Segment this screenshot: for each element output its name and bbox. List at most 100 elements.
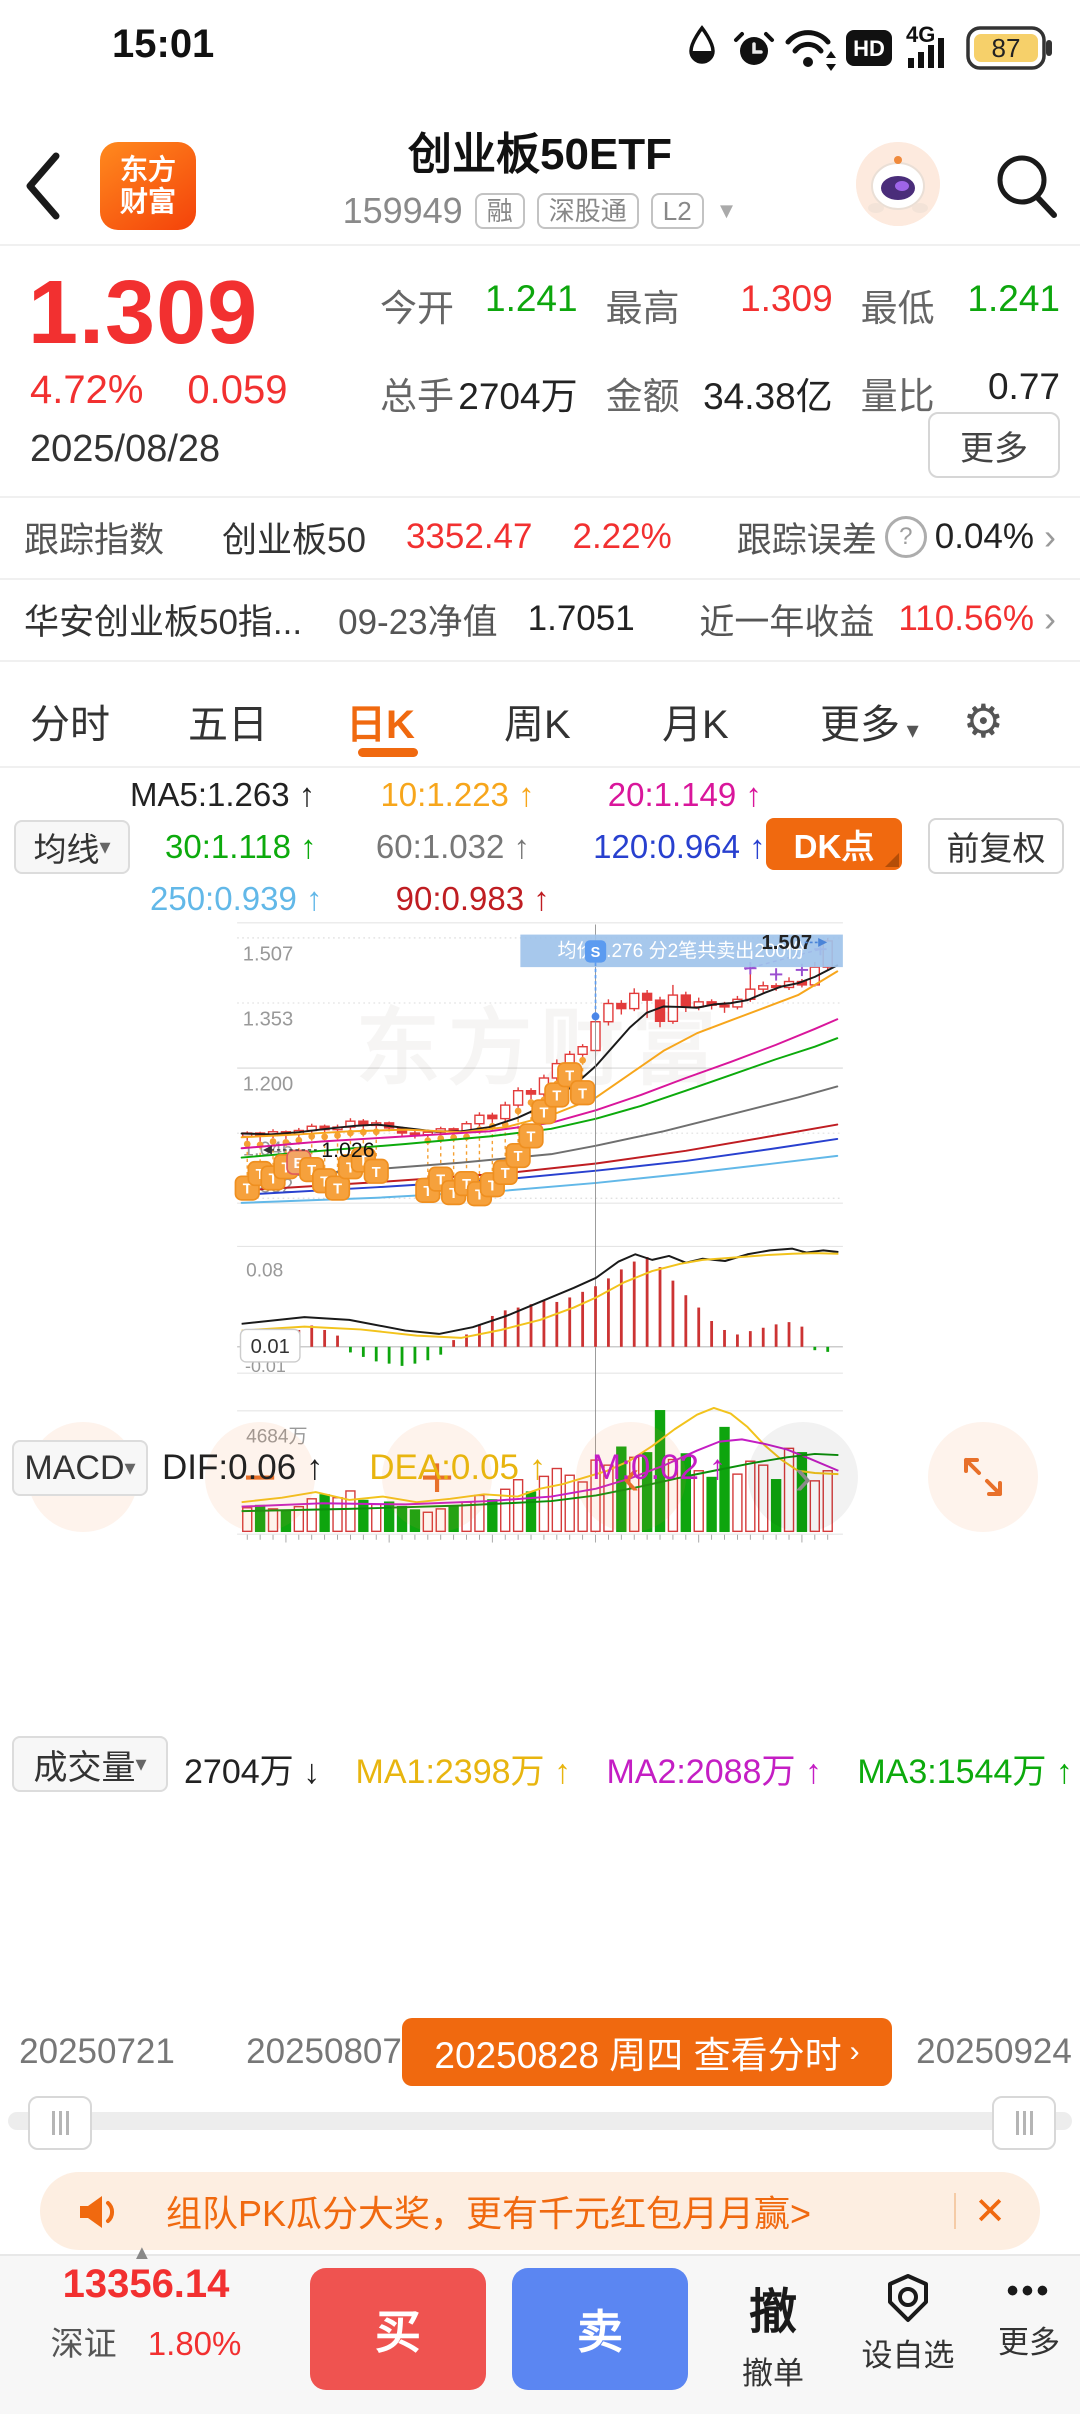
tab-5day[interactable]: 五日 — [188, 703, 268, 747]
svg-text:0.01: 0.01 — [251, 1336, 290, 1358]
ma-legend-row2: 30:1.118 ↑ 60:1.032 ↑ 120:0.964 ↑ — [165, 828, 766, 865]
svg-text:1.200: 1.200 — [243, 1074, 294, 1096]
app-logo[interactable]: 东方 财富 — [100, 142, 196, 230]
quote-table: 今开 1.241 最高 1.309 最低 1.241 总手 2704万 金额 34.38亿… — [380, 278, 1060, 420]
status-time: 15:01 — [112, 22, 215, 66]
more-actions-button[interactable]: ••• 更多 — [998, 2272, 1060, 2360]
change-value: 0.059 — [187, 368, 288, 412]
svg-text:4G: 4G — [906, 22, 935, 47]
macd-crosshair-value — [239, 1328, 301, 1363]
dk-badge-T — [324, 1175, 351, 1201]
range-handle-left[interactable] — [28, 2096, 92, 2150]
svg-text:1.507: 1.507 — [762, 932, 813, 954]
forward-adjusted-button[interactable]: 前复权 — [928, 818, 1064, 874]
margin-badge: 融 — [474, 193, 525, 229]
dk-badge-T — [570, 1080, 596, 1106]
back-button[interactable] — [20, 148, 64, 224]
range-handle-right[interactable] — [992, 2096, 1056, 2150]
svg-text:T: T — [256, 1167, 265, 1183]
watchlist-icon — [888, 2274, 928, 2322]
svg-text:T: T — [552, 1089, 561, 1105]
volume-selector-button[interactable]: 成交量 ▾ — [12, 1736, 168, 1792]
tab-daily-k[interactable]: 日K — [346, 703, 415, 747]
gear-icon[interactable]: ⚙ — [962, 695, 1004, 747]
ma-legend-row1: MA5:1.263 ↑ 10:1.223 ↑ 20:1.149 ↑ — [130, 776, 762, 813]
l2-badge[interactable]: L2 — [650, 193, 704, 229]
tracking-index-row[interactable]: 跟踪指数 创业板50 3352.47 2.22% 跟踪误差 ? 0.04% › — [0, 496, 1080, 578]
divider — [0, 578, 1080, 580]
battery-icon: 87 — [966, 26, 1052, 70]
crosshair-date-button[interactable]: 20250828 周四 查看分时 › — [402, 2018, 892, 2086]
sell-button[interactable]: 卖 — [512, 2268, 688, 2390]
tab-weekly-k[interactable]: 周K — [504, 703, 571, 747]
sz-index-value: 13356.14 — [62, 2262, 230, 2306]
megaphone-icon — [80, 2196, 115, 2228]
add-watchlist-button[interactable]: 设自选 — [848, 2272, 968, 2375]
quote-more-button[interactable]: 更多 — [928, 412, 1060, 478]
xaxis-label: 20250721 — [19, 2032, 175, 2071]
ellipsis-icon: ••• — [1006, 2272, 1052, 2310]
ratio-value: 0.77 — [987, 366, 1060, 407]
zoom-out-button[interactable]: − — [205, 1422, 315, 1532]
wifi-icon — [785, 30, 836, 71]
svg-text:1.507: 1.507 — [243, 943, 294, 965]
assistant-avatar[interactable] — [856, 142, 940, 226]
svg-text:T: T — [514, 1149, 523, 1165]
4g-signal-icon: 4G — [906, 22, 944, 68]
fullscreen-button[interactable] — [928, 1422, 1038, 1532]
chevron-down-icon[interactable]: ▼ — [715, 198, 738, 223]
expand-up-icon[interactable]: ▲ — [132, 2242, 152, 2264]
volume-legend: 2704万 ↓ MA1:2398万 ↑ MA2:2088万 ↑ MA3:1544… — [184, 1753, 1073, 1791]
tab-more[interactable]: 更多 ▾ — [820, 703, 919, 747]
market-index-summary[interactable]: 13356.14 深证 1.80% — [36, 2262, 256, 2365]
ma-legend-row3: 250:0.939 ↑ 90:0.983 ↑ — [150, 880, 550, 917]
page-title: 创业板50ETF — [407, 130, 673, 179]
svg-text:T: T — [527, 1130, 536, 1146]
macd-selector-button[interactable]: MACD ▾ — [12, 1440, 148, 1496]
kline-chart[interactable]: 1.5071.3531.2001.0460.892东方财富TTTTBTTTTTT… — [0, 920, 1080, 2095]
pan-right-button[interactable]: › — [748, 1422, 858, 1532]
active-tab-underline — [358, 748, 418, 757]
search-icon[interactable] — [988, 148, 1064, 224]
promo-banner[interactable]: 组队PK瓜分大奖，更有千元红包月月赢> ✕ — [40, 2172, 1040, 2250]
pan-left-button[interactable]: ‹ — [576, 1422, 686, 1532]
cancel-order-button[interactable]: 撤 撤单 — [728, 2272, 818, 2393]
tab-monthly-k[interactable]: 月K — [662, 703, 729, 747]
low-value: 1.241 — [967, 278, 1060, 319]
divider — [0, 660, 1080, 662]
change-percent: 4.72% — [30, 368, 144, 412]
tab-minute[interactable]: 分时 — [30, 703, 110, 747]
amount-value: 34.38亿 — [703, 376, 833, 417]
svg-text:T: T — [539, 1105, 548, 1121]
dk-point-button[interactable]: DK点 — [766, 818, 902, 870]
xaxis-label: 20250807 — [246, 2032, 402, 2071]
svg-text:T: T — [565, 1068, 574, 1084]
battery-level: 87 — [992, 33, 1021, 63]
svg-text:T: T — [436, 1173, 445, 1189]
close-icon[interactable]: ✕ — [974, 2190, 1006, 2233]
divider — [0, 766, 1080, 768]
svg-text:T: T — [449, 1186, 458, 1202]
divider — [0, 244, 1080, 246]
index-name: 创业板50 — [222, 520, 366, 560]
svg-text:HD: HD — [853, 36, 885, 61]
banner-text: 组队PK瓜分大奖，更有千元红包月月赢> — [166, 2193, 812, 2234]
chevron-right-icon: › — [1044, 598, 1056, 639]
svg-text:T: T — [269, 1172, 278, 1188]
water-drop-icon — [689, 25, 715, 64]
fund-row[interactable]: 华安创业板50指... 09-23净值 1.7051 近一年收益 110.56%… — [0, 578, 1080, 660]
ma-selector-button[interactable]: 均线 ▾ — [14, 820, 130, 874]
high-value: 1.309 — [740, 278, 833, 319]
chart-range-scrollbar[interactable] — [8, 2112, 1072, 2130]
help-icon[interactable]: ? — [884, 516, 927, 558]
svg-text:1.026: 1.026 — [321, 1138, 374, 1162]
fund-name: 华安创业板50指... — [24, 602, 303, 642]
buy-button[interactable]: 买 — [310, 2268, 486, 2390]
zoom-in-button[interactable]: + — [382, 1422, 492, 1532]
sz-index-percent: 1.80% — [147, 2325, 242, 2362]
dk-badge-T — [544, 1082, 570, 1108]
quote-date: 2025/08/28 — [30, 428, 221, 470]
alarm-clock-icon — [734, 32, 774, 65]
svg-text:4684万: 4684万 — [246, 1427, 307, 1448]
